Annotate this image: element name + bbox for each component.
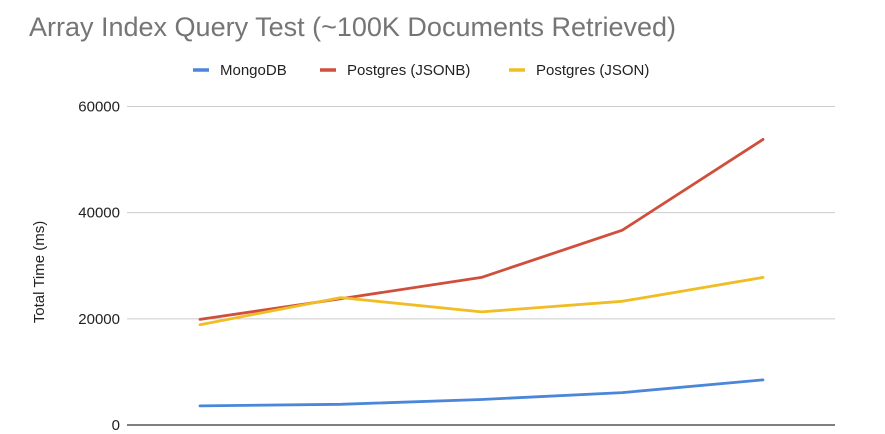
y-axis-title: Total Time (ms) (31, 221, 48, 324)
legend: MongoDB Postgres (JSONB) Postgres (JSON) (193, 62, 649, 79)
series-line (198, 378, 765, 408)
legend-label: Postgres (JSONB) (347, 62, 470, 79)
y-tick-label: 0 (112, 417, 120, 434)
y-axis-ticks: 0 20000 40000 60000 (78, 99, 120, 434)
series-lines (198, 137, 765, 408)
y-tick-label: 60000 (78, 99, 120, 116)
y-tick-label: 40000 (78, 205, 120, 222)
legend-label: MongoDB (220, 62, 287, 79)
y-tick-label: 20000 (78, 311, 120, 328)
gridlines (127, 106, 835, 426)
chart-title: Array Index Query Test (~100K Documents … (29, 12, 677, 42)
legend-label: Postgres (JSON) (536, 62, 649, 79)
series-line (198, 275, 765, 327)
